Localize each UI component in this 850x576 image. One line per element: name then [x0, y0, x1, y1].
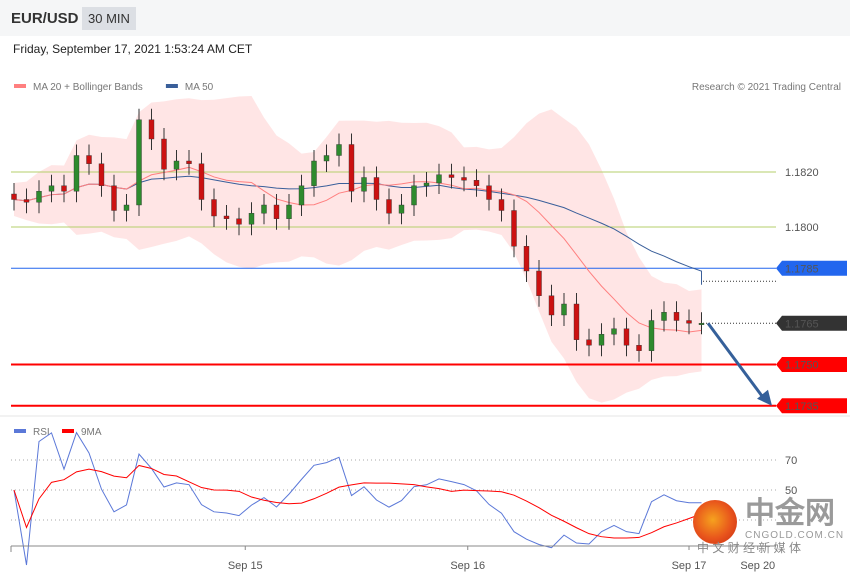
price-tag-label: 1.1750 — [785, 360, 819, 372]
header: EUR/USD 30 MIN — [0, 0, 850, 36]
candle — [436, 174, 442, 184]
legend-swatch — [14, 429, 26, 433]
bollinger-band — [14, 95, 702, 403]
price-tag-label: 1.1785 — [785, 263, 819, 275]
forecast-arrow — [706, 322, 766, 400]
legend-label: RSI — [33, 427, 50, 438]
candle — [411, 185, 417, 206]
price-tag — [776, 357, 847, 372]
candle — [561, 303, 567, 316]
x-tick-label: Sep 17 — [672, 560, 707, 572]
candle — [211, 199, 217, 217]
price-tag — [776, 315, 847, 331]
candle — [448, 174, 455, 178]
price-tag — [776, 398, 847, 414]
copyright-text: Research © 2021 Trading Central — [692, 82, 841, 93]
candle — [123, 204, 130, 211]
symbol-title: EUR/USD — [11, 10, 79, 27]
price-level-label: 1.1820 — [785, 167, 819, 179]
watermark-tagline: 中 文 财 经 新 媒 体 — [697, 541, 802, 555]
candle — [623, 328, 630, 346]
price-tag-label: 1.1765 — [785, 318, 819, 330]
candle — [23, 199, 30, 203]
candle — [386, 199, 392, 214]
candle — [61, 185, 67, 192]
candle — [686, 320, 692, 324]
legend-label: MA 20 + Bollinger Bands — [33, 82, 143, 93]
candle — [473, 180, 480, 186]
candle — [148, 119, 155, 140]
price-tag-label: 1.1735 — [785, 401, 819, 413]
ma20-line — [13, 166, 702, 333]
rsi-level-label: 50 — [785, 485, 797, 497]
candle — [536, 270, 542, 296]
timeframe-badge[interactable]: 30 MIN — [82, 7, 136, 30]
candle — [136, 119, 142, 206]
candle — [248, 213, 255, 225]
candle — [198, 163, 205, 200]
x-tick-label: Sep 20 — [740, 560, 775, 572]
candle — [36, 191, 42, 203]
candle — [361, 177, 367, 192]
candle — [398, 204, 405, 214]
candle — [698, 323, 705, 325]
rsi-9ma-line — [13, 464, 702, 539]
legend-swatch — [62, 429, 74, 433]
legend-swatch — [14, 84, 26, 88]
watermark-domain: CNGOLD.COM.CN — [745, 530, 845, 541]
x-tick-label: Sep 15 — [228, 560, 263, 572]
candle — [586, 339, 592, 346]
candle — [236, 218, 242, 225]
candle — [161, 138, 167, 170]
candle — [86, 155, 92, 164]
watermark-text: 中金网 — [745, 497, 835, 530]
candle — [298, 185, 305, 206]
candle — [486, 185, 492, 200]
candle — [648, 320, 655, 351]
candle — [498, 199, 505, 211]
legend-swatch — [165, 84, 178, 88]
candle — [598, 334, 605, 346]
candle — [348, 144, 355, 192]
legend-label: 9MA — [81, 427, 102, 438]
price-tag — [776, 260, 847, 276]
candle — [98, 163, 105, 186]
candle — [673, 312, 680, 321]
candle — [223, 215, 230, 219]
datetime-label: Friday, September 17, 2021 1:53:24 AM CE… — [13, 42, 253, 56]
candle — [261, 204, 267, 214]
candle — [286, 204, 292, 219]
price-level-label: 1.1800 — [785, 222, 819, 234]
candle — [636, 345, 642, 351]
candle — [273, 204, 280, 219]
candle — [511, 210, 517, 247]
candle — [311, 160, 317, 186]
watermark-logo — [693, 500, 737, 544]
rsi-level-label: 70 — [785, 455, 797, 467]
candle — [461, 177, 467, 181]
x-tick-label: Sep 16 — [450, 560, 485, 572]
candle — [323, 155, 330, 162]
candle — [11, 193, 17, 200]
candle — [523, 246, 530, 272]
candle — [48, 185, 55, 192]
candle — [336, 144, 342, 156]
candle — [173, 160, 180, 170]
candle — [186, 160, 192, 164]
candle — [73, 155, 80, 192]
candle — [573, 303, 580, 340]
candle — [373, 177, 380, 200]
legend-label: MA 50 — [185, 82, 214, 93]
candle — [548, 295, 555, 316]
candle — [111, 185, 117, 211]
candle — [661, 312, 667, 321]
candle — [611, 328, 617, 335]
forecast-arrowhead — [757, 389, 772, 406]
candle — [423, 182, 430, 186]
rsi-line — [13, 431, 702, 566]
